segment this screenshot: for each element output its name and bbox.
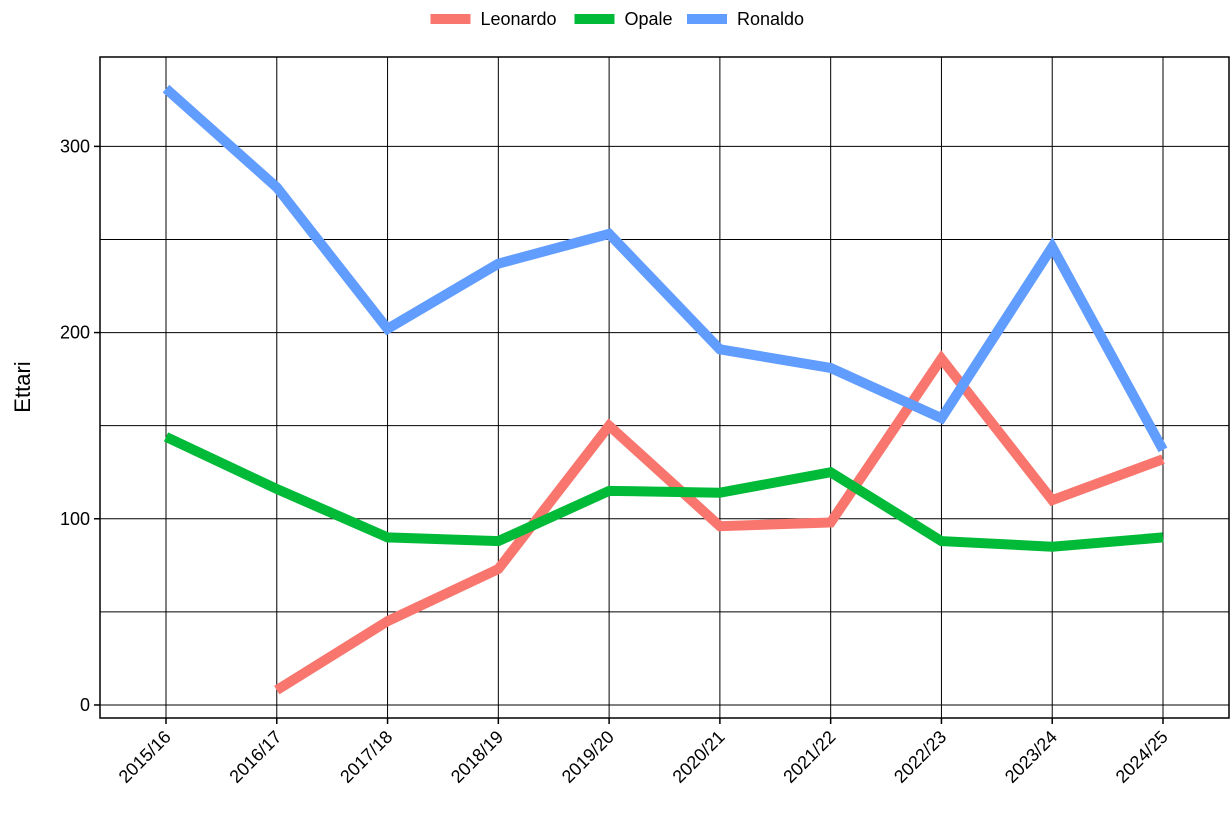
x-tick-label: 2021/22 <box>779 727 839 787</box>
x-tick-label: 2016/17 <box>225 727 285 787</box>
x-tick-label: 2018/19 <box>447 727 507 787</box>
y-tick-label: 0 <box>80 695 90 715</box>
legend-label: Ronaldo <box>737 9 804 29</box>
series-line <box>162 84 1168 453</box>
legend-label: Opale <box>625 9 673 29</box>
x-tick-label: 2022/23 <box>890 727 950 787</box>
series-line <box>274 350 1165 695</box>
series-line <box>163 432 1164 552</box>
legend-label: Leonardo <box>481 9 557 29</box>
x-tick-label: 2017/18 <box>336 727 396 787</box>
legend: Leonardo Opale Ronaldo <box>430 9 804 29</box>
x-tick-label: 2020/21 <box>669 727 729 787</box>
plot-frame <box>99 56 1230 719</box>
x-tick-label: 2024/25 <box>1112 727 1172 787</box>
y-axis-label: Ettari <box>10 361 35 412</box>
x-tick-label: 2019/20 <box>558 727 618 787</box>
y-tick-label: 100 <box>60 509 90 529</box>
y-tick-label: 300 <box>60 136 90 156</box>
y-tick-label: 200 <box>60 323 90 343</box>
x-tick-label: 2023/24 <box>1001 727 1061 787</box>
x-tick-label: 2015/16 <box>115 727 175 787</box>
